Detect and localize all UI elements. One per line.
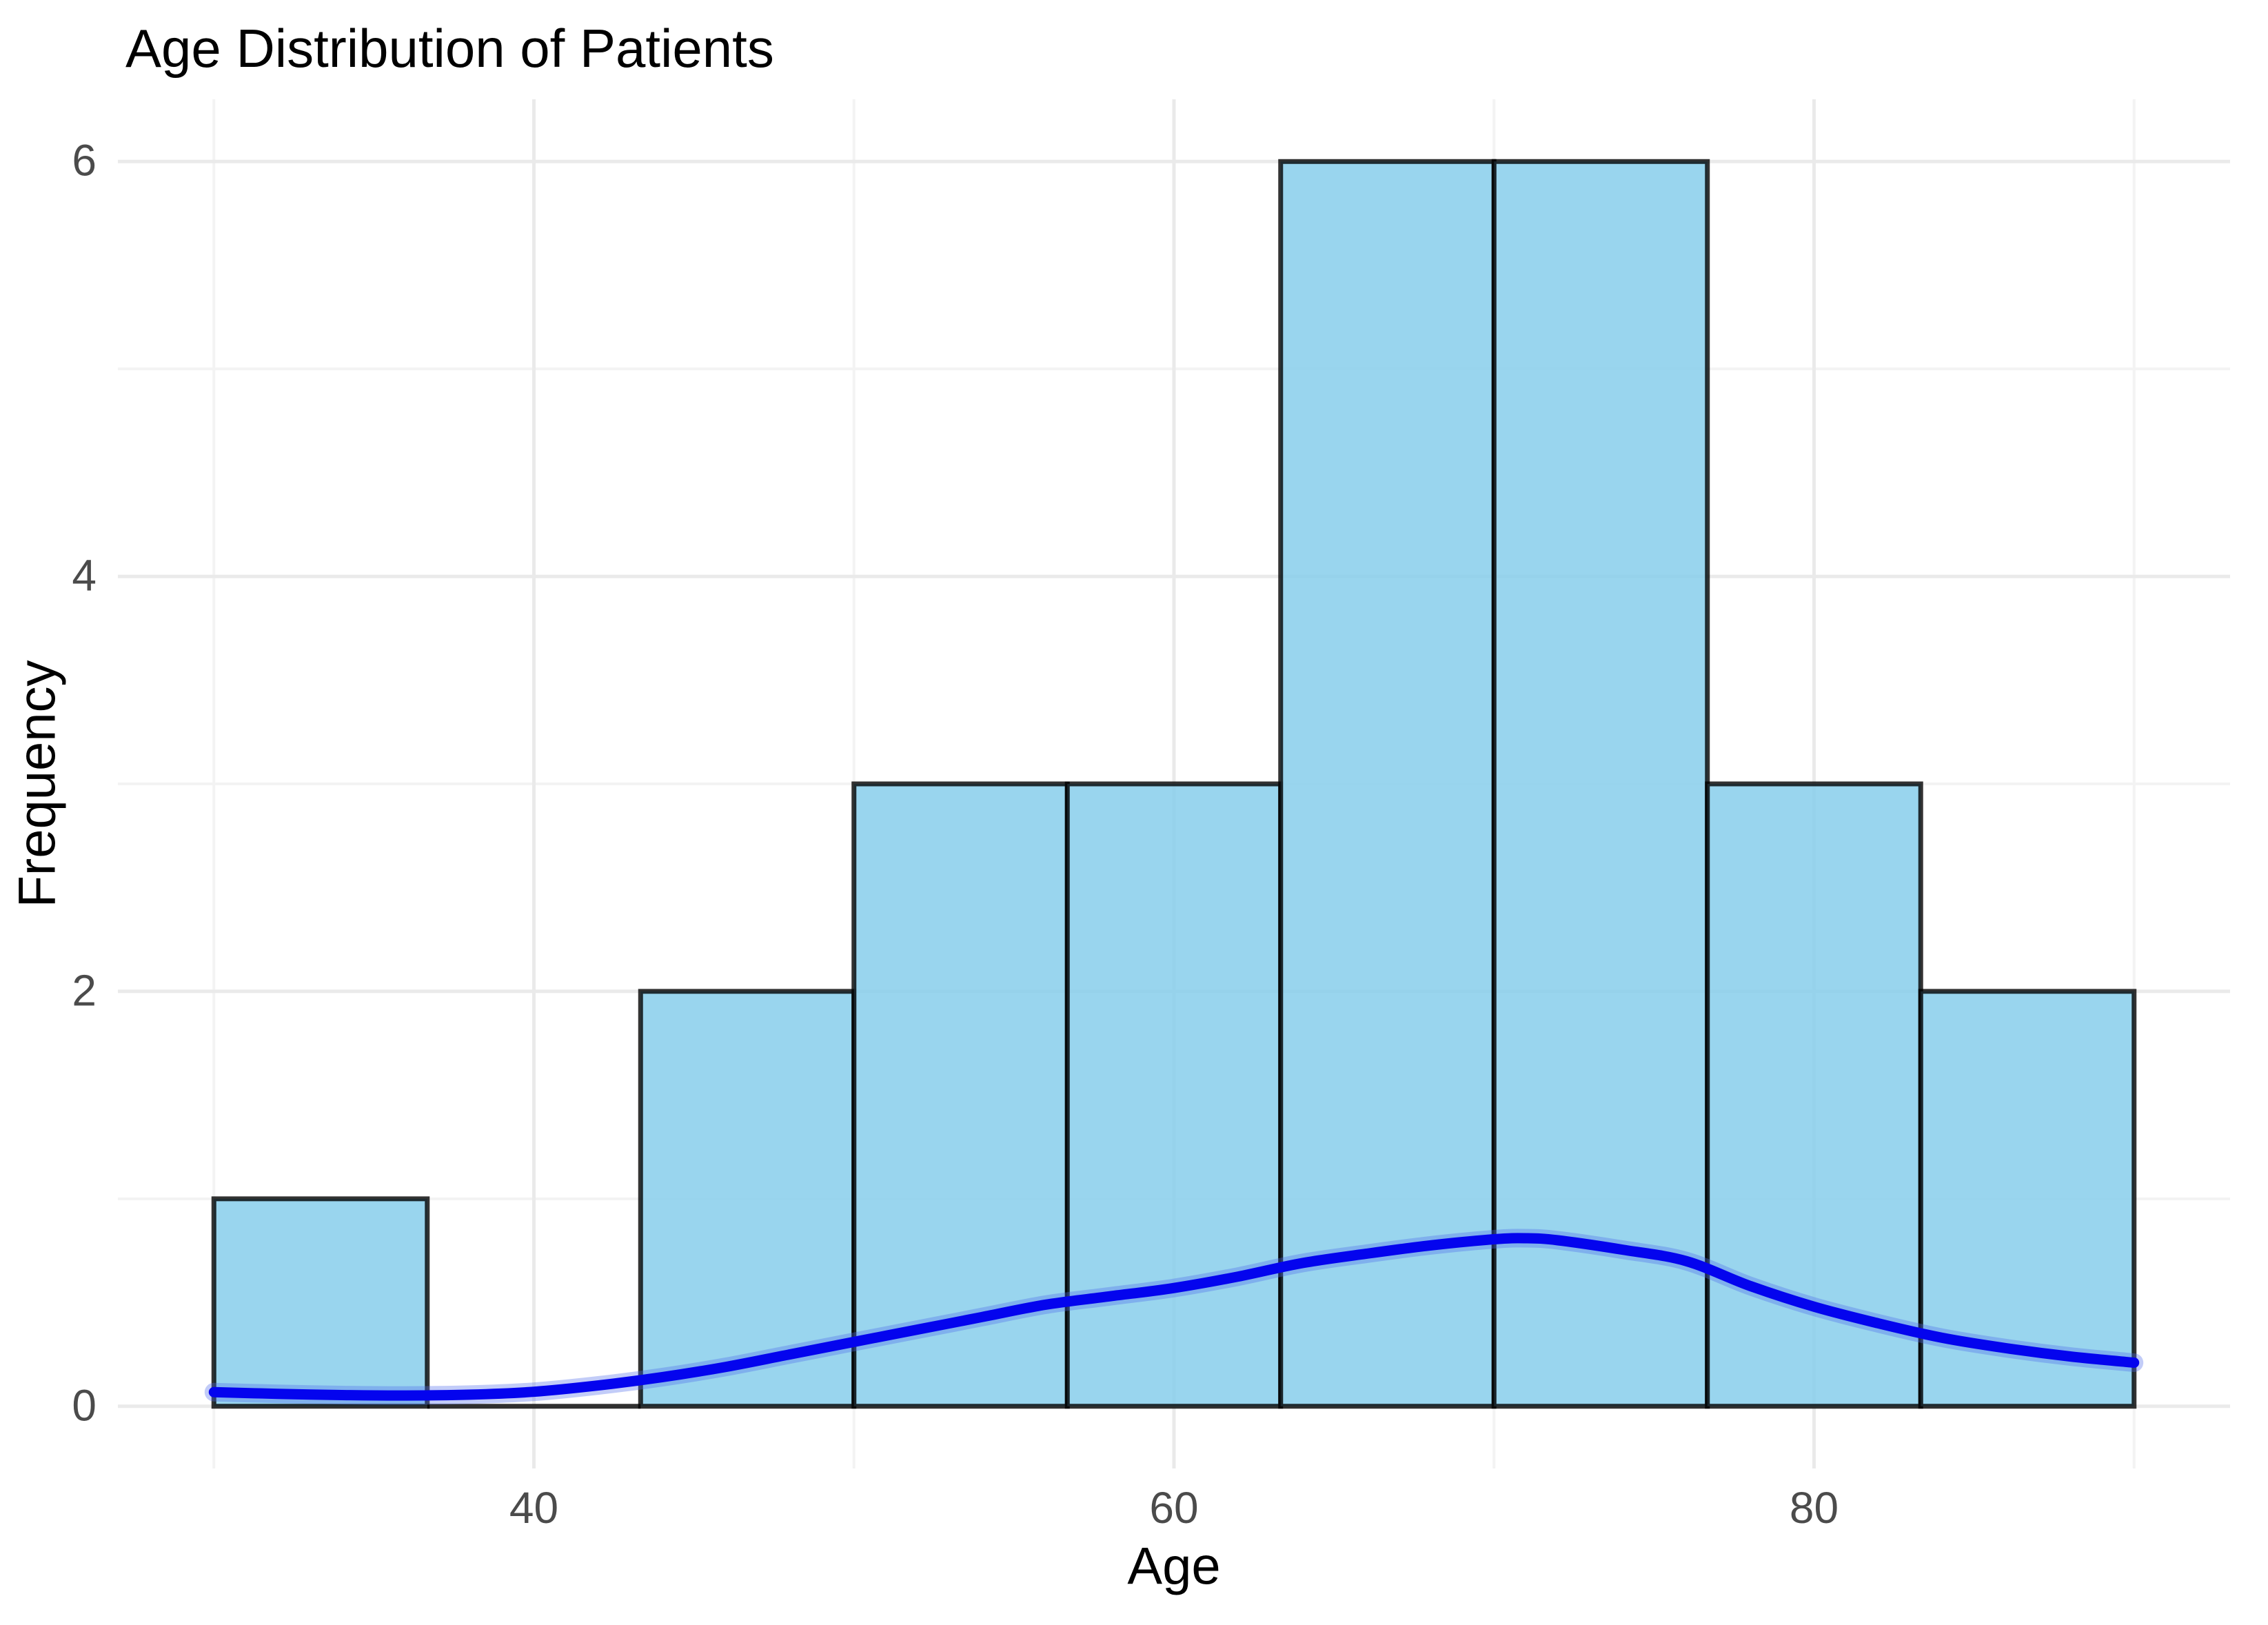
density-curve-line xyxy=(208,1233,2140,1401)
histogram-bar xyxy=(1491,159,1710,1409)
histogram-bar xyxy=(211,1196,430,1409)
histogram-bars xyxy=(211,159,2137,1409)
x-axis-title: Age xyxy=(1127,1537,1221,1596)
chart-title: Age Distribution of Patients xyxy=(125,18,774,79)
x-tick-label: 60 xyxy=(1149,1483,1199,1533)
histogram-bar xyxy=(1278,159,1497,1409)
y-axis-title: Frequency xyxy=(8,660,67,908)
density-curve xyxy=(204,1229,2144,1405)
y-tick-label: 2 xyxy=(72,965,97,1016)
y-tick-label: 6 xyxy=(72,135,97,185)
x-tick-label: 40 xyxy=(509,1483,559,1533)
x-tick-label: 80 xyxy=(1789,1483,1839,1533)
y-tick-label: 0 xyxy=(72,1380,97,1431)
histogram-bar xyxy=(1064,781,1284,1409)
y-tick-label: 4 xyxy=(72,550,97,600)
